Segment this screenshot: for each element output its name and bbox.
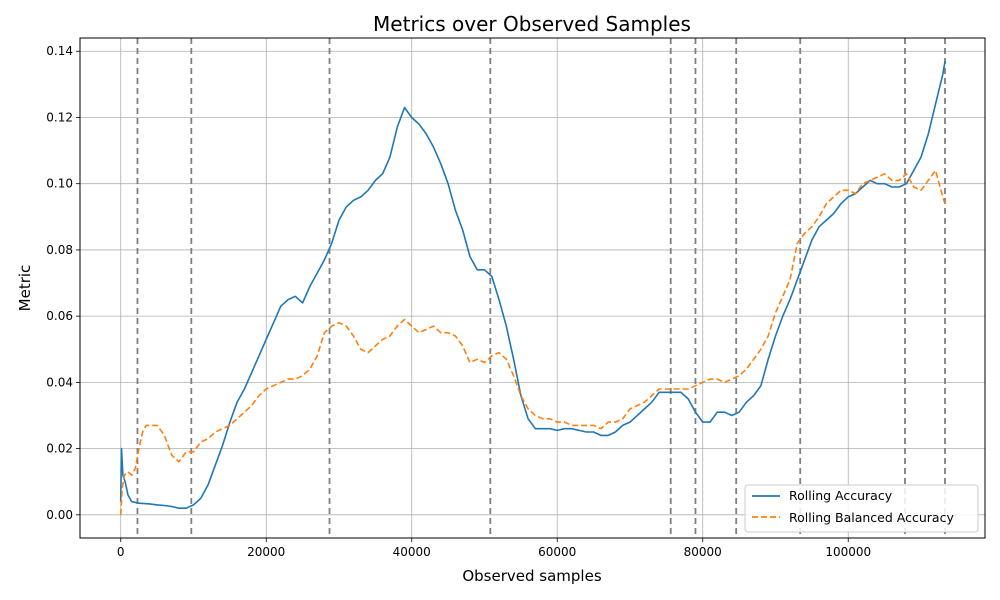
axis-ticks: 0 20000 40000 60000 80000 100000 0.00 0.02 0.04 0… xyxy=(46,44,871,559)
chart-title: Metrics over Observed Samples xyxy=(373,12,691,36)
x-axis-title: Observed samples xyxy=(462,567,601,585)
x-tick-label: 20000 xyxy=(247,545,285,559)
legend-label-rolling-accuracy: Rolling Accuracy xyxy=(789,488,893,503)
x-tick-label: 80000 xyxy=(684,545,722,559)
x-tick-label: 40000 xyxy=(393,545,431,559)
y-tick-label: 0.06 xyxy=(46,309,73,323)
x-tick-label: 60000 xyxy=(538,545,576,559)
x-tick-label: 0 xyxy=(117,545,125,559)
grid xyxy=(80,38,985,538)
phase-markers xyxy=(136,38,946,538)
legend: Rolling Accuracy Rolling Balanced Accura… xyxy=(744,484,979,533)
y-tick-label: 0.08 xyxy=(46,243,73,257)
y-tick-label: 0.12 xyxy=(46,110,73,124)
legend-box xyxy=(744,484,979,533)
y-tick-label: 0.04 xyxy=(46,375,73,389)
y-axis-title: Metric xyxy=(16,265,34,312)
legend-label-rolling-balanced-accuracy: Rolling Balanced Accuracy xyxy=(789,510,954,525)
x-tick-label: 100000 xyxy=(825,545,871,559)
y-tick-label: 0.14 xyxy=(46,44,73,58)
series-lines xyxy=(119,61,946,515)
y-tick-label: 0.00 xyxy=(46,508,73,522)
y-tick-label: 0.02 xyxy=(46,442,73,456)
series-line-rolling-accuracy xyxy=(119,61,946,510)
plot-area xyxy=(79,37,986,539)
y-tick-label: 0.10 xyxy=(46,177,73,191)
series-line-rolling-balanced-accuracy xyxy=(119,169,946,515)
